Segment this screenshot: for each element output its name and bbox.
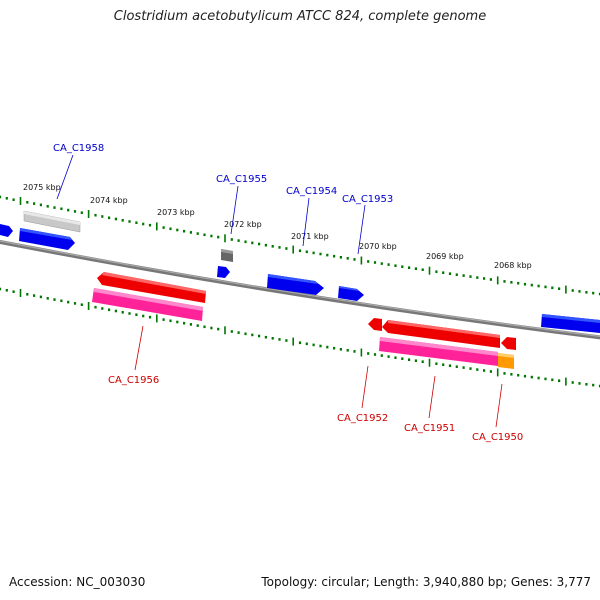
ruler-label-2075: 2075 kbp bbox=[23, 183, 61, 192]
map-title: Clostridium acetobutylicum ATCC 824, com… bbox=[113, 9, 487, 24]
gene-arrow-ca-c1954[interactable] bbox=[267, 274, 324, 295]
label-ca-c1953[interactable]: CA_C1953 bbox=[342, 194, 393, 205]
leader-ca-c1954 bbox=[302, 197, 310, 247]
label-ca-c1955[interactable]: CA_C1955 bbox=[216, 174, 267, 185]
leader-ca-c1950 bbox=[495, 383, 503, 428]
ruler-label-2068: 2068 kbp bbox=[494, 261, 532, 270]
ruler-label-2073: 2073 kbp bbox=[157, 208, 195, 217]
label-ca-c1950[interactable]: CA_C1950 bbox=[472, 432, 523, 443]
leader-ca-c1951 bbox=[428, 375, 436, 419]
label-ca-c1952[interactable]: CA_C1952 bbox=[337, 413, 388, 424]
leader-ca-c1956 bbox=[134, 325, 144, 371]
lower-ruler bbox=[0, 287, 600, 388]
gene-arrow-ca-c1956[interactable] bbox=[97, 272, 206, 303]
gene-arrow-ca-c1951[interactable] bbox=[382, 320, 500, 348]
leader-ca-c1955 bbox=[230, 185, 239, 235]
leader-ca-c1952 bbox=[361, 365, 369, 409]
gene-arrow-ca-c1950[interactable] bbox=[501, 337, 516, 350]
leader-ca-c1953 bbox=[357, 204, 366, 255]
gene-arrow-ca-c1955[interactable] bbox=[217, 266, 230, 278]
label-ca-c1951[interactable]: CA_C1951 bbox=[404, 423, 455, 434]
ruler-label-2069: 2069 kbp bbox=[426, 252, 464, 261]
accession-label: Accession: NC_003030 bbox=[9, 575, 146, 589]
ruler-label-2074: 2074 kbp bbox=[90, 196, 128, 205]
gene-arrow-forward[interactable] bbox=[19, 228, 75, 250]
label-ca-c1958[interactable]: CA_C1958 bbox=[53, 143, 104, 154]
ruler-label-2072: 2072 kbp bbox=[224, 220, 262, 229]
gene-arrow-ca-c1952[interactable] bbox=[368, 318, 382, 331]
gene-arrow-left-edge[interactable] bbox=[0, 224, 13, 237]
label-ca-c1956[interactable]: CA_C1956 bbox=[108, 375, 159, 386]
upper-ruler bbox=[0, 195, 600, 296]
label-ca-c1954[interactable]: CA_C1954 bbox=[286, 186, 337, 197]
leader-ca-c1958 bbox=[56, 154, 74, 200]
ruler-label-2071: 2071 kbp bbox=[291, 232, 329, 241]
genome-summary: Topology: circular; Length: 3,940,880 bp… bbox=[261, 575, 591, 589]
genome-backbone bbox=[0, 239, 600, 340]
ruler-label-2070: 2070 kbp bbox=[359, 242, 397, 251]
